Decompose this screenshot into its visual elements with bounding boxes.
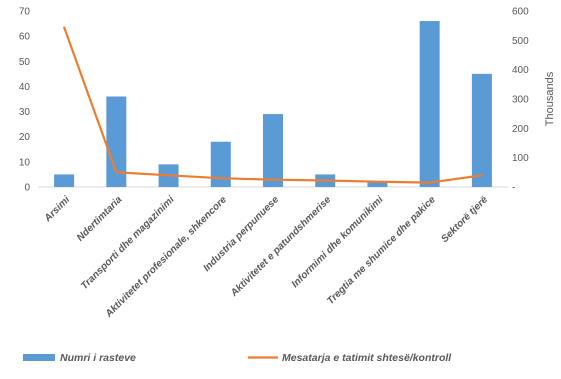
bar-5 — [263, 114, 283, 187]
bar-9 — [471, 73, 492, 187]
line-point-2 — [115, 171, 118, 174]
y-left-tick-label: 10 — [19, 157, 31, 168]
bar-2 — [106, 96, 127, 187]
legend-label-bars: Numri i rasteve — [60, 352, 136, 364]
y-left-tick-label: 60 — [19, 32, 31, 43]
y-right-tick-label: 100 — [512, 153, 529, 164]
line-point-1 — [63, 26, 65, 28]
line-point-7 — [376, 180, 379, 183]
bar-8 — [419, 21, 440, 187]
y-left-tick-label: 50 — [19, 57, 31, 68]
y-right-tick-label: 300 — [512, 95, 529, 106]
line-layer — [63, 26, 483, 184]
line-point-5 — [272, 178, 274, 181]
bar-1 — [54, 174, 75, 187]
bars-layer — [54, 21, 492, 187]
line-point-6 — [324, 179, 327, 182]
y-left-tick-label: 40 — [19, 82, 31, 93]
line-point-8 — [428, 181, 431, 184]
line-point-3 — [167, 174, 170, 177]
line-point-9 — [481, 174, 483, 177]
bar-4 — [210, 141, 231, 187]
category-label: Arsimi — [42, 194, 73, 225]
legend-swatch-bars — [23, 354, 55, 361]
line-point-4 — [219, 177, 222, 179]
y-left-tick-label: 0 — [24, 183, 30, 194]
y-right-tick-label: 600 — [512, 7, 529, 18]
y-right-axis-title: Thousands — [544, 71, 556, 126]
category-label: Ndertimtaria — [75, 194, 125, 244]
category-label: Aktivitetet e patundshmerise — [228, 194, 333, 299]
y-left-tick-label: 70 — [19, 7, 31, 18]
category-label: Transporti dhe magazinimi — [79, 194, 177, 292]
category-label: Informimi dhe komunikimi — [290, 194, 386, 290]
y-left-tick-label: 20 — [19, 132, 31, 143]
legend-label-line: Mesatarja e tatimit shtesë/kontroll — [282, 352, 452, 364]
y-right-tick-label: 200 — [512, 124, 529, 135]
category-label: Sektorë tjerë — [439, 194, 490, 245]
y-left-tick-label: 30 — [19, 107, 31, 118]
y-right-tick-label: 500 — [512, 36, 529, 47]
y-right-tick-label: 400 — [512, 65, 529, 76]
y-right-tick-label: - — [512, 183, 515, 194]
bar-7 — [367, 181, 388, 187]
category-label: Tregtia me shumice dhe pakice — [325, 194, 438, 307]
legend: Numri i rasteve Mesatarja e tatimit shtes… — [23, 352, 452, 364]
